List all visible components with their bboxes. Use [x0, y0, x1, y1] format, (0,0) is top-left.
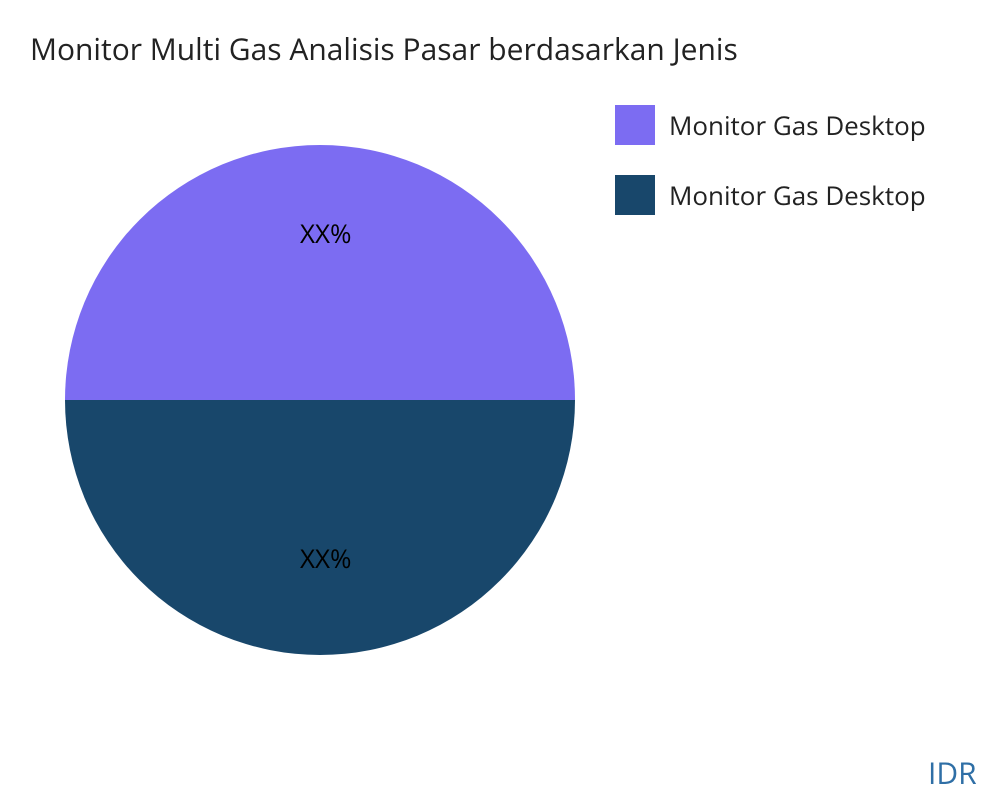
footer-currency-code: IDR	[928, 752, 977, 793]
legend: Monitor Gas Desktop Monitor Gas Desktop	[615, 105, 926, 245]
legend-item-1: Monitor Gas Desktop	[615, 175, 926, 215]
chart-title: Monitor Multi Gas Analisis Pasar berdasa…	[30, 28, 738, 69]
legend-label-1: Monitor Gas Desktop	[669, 177, 926, 213]
pie-slice-0	[65, 145, 575, 400]
legend-item-0: Monitor Gas Desktop	[615, 105, 926, 145]
pie-slice-1	[65, 400, 575, 655]
pie-slice-label-0: XX%	[300, 540, 352, 576]
legend-swatch-1	[615, 175, 655, 215]
legend-swatch-0	[615, 105, 655, 145]
legend-label-0: Monitor Gas Desktop	[669, 107, 926, 143]
pie-slice-label-1: XX%	[300, 215, 352, 251]
